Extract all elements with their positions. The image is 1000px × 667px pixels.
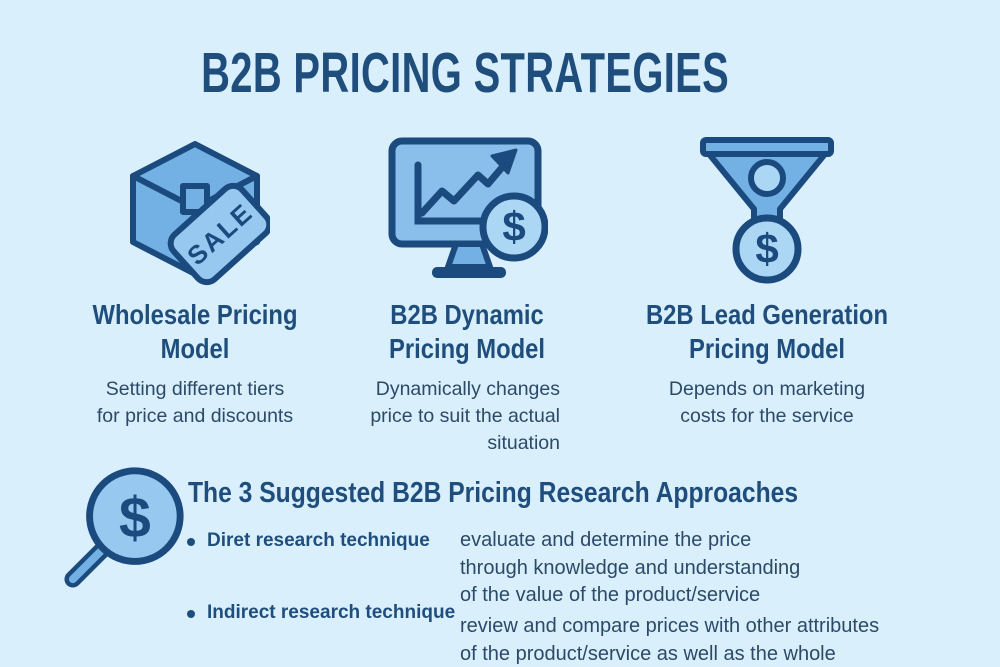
page-title: B2B PRICING STRATEGIES: [201, 41, 729, 105]
dollar-coin: $: [479, 192, 548, 262]
model-description: Setting different tiers for price and di…: [96, 378, 294, 428]
funnel-hole: [748, 159, 786, 197]
bullet-dot: [187, 538, 195, 546]
model-card-wholesale: SALE Wholesale Pricing Model Setting dif…: [65, 130, 325, 430]
research-section-title: The 3 Suggested B2B Pricing Research App…: [188, 477, 799, 509]
model-card-dynamic: $ B2B Dynamic Pricing Model Dynamically …: [338, 130, 596, 457]
monitor-base: [432, 267, 506, 278]
approach-label-direct: Diret research technique: [207, 530, 430, 551]
model-description: Depends on marketing costs for the servi…: [668, 378, 866, 428]
approach-description-indirect: review and compare prices with other att…: [460, 615, 880, 665]
dollar-symbol: $: [755, 225, 778, 272]
arrowhead: [490, 148, 518, 175]
model-description: Dynamically changes price to suit the ac…: [370, 378, 560, 454]
magnifier-lens: [86, 467, 184, 565]
approach-description-direct: evaluate and determine the price through…: [460, 529, 801, 607]
model-title: B2B Lead Generation Pricing Model: [645, 299, 889, 364]
dollar-coin: $: [732, 214, 802, 284]
model-title: B2B Dynamic Pricing Model: [388, 299, 546, 364]
funnel-coin-icon: $: [622, 130, 912, 290]
model-card-lead-generation: $ B2B Lead Generation Pricing Model Depe…: [622, 130, 912, 430]
approach-label-indirect: Indirect research technique: [207, 602, 456, 623]
growth-arrow-line: [418, 160, 509, 217]
bullet-dot: [187, 610, 195, 618]
dollar-symbol: $: [502, 203, 525, 250]
monitor-growth-chart-icon: $: [338, 130, 596, 290]
package-sale-tag-icon: SALE: [65, 130, 325, 290]
monitor-stand: [445, 241, 493, 270]
dollar-symbol: $: [119, 486, 151, 550]
magnifier-dollar-icon: $: [62, 462, 190, 590]
model-title: Wholesale Pricing Model: [92, 299, 298, 364]
